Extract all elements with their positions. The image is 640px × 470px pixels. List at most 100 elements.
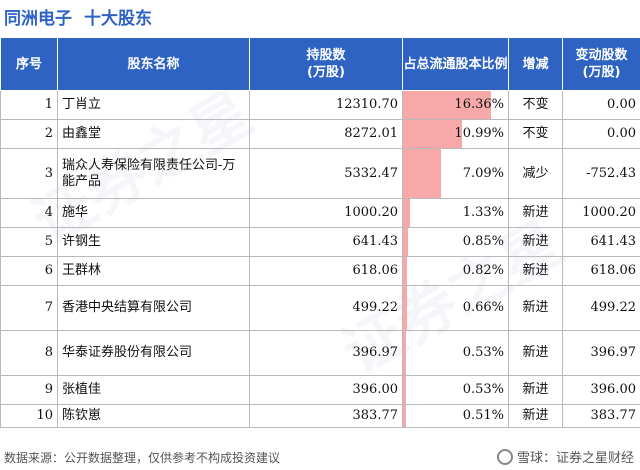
shareholder-name: 张植佳 (57, 375, 250, 405)
ratio-cell: 0.82% (402, 256, 509, 286)
ratio-cell: 0.66% (402, 285, 509, 331)
header-change-shares: 变动股数 (万股) (562, 37, 640, 91)
shareholder-name: 丁肖立 (57, 90, 250, 120)
change-shares: 396.00 (562, 375, 640, 405)
ratio-cell: 7.09% (402, 148, 509, 199)
shares-held: 396.00 (249, 375, 403, 405)
change-status: 不变 (508, 119, 563, 149)
change-shares: 383.77 (562, 404, 640, 428)
shares-held: 618.06 (249, 256, 403, 286)
ratio-value: 0.66% (462, 300, 504, 315)
change-status: 新进 (508, 404, 563, 428)
table-row: 5 许钢生 641.43 0.85% 新进 641.43 (0, 227, 640, 257)
change-status: 新进 (508, 285, 563, 331)
change-shares: 0.00 (562, 90, 640, 120)
ratio-value: 10.99% (454, 126, 504, 141)
change-status: 新进 (508, 375, 563, 405)
brand-label: 雪球：证券之星财经 (516, 451, 634, 466)
ratio-cell: 1.33% (402, 198, 509, 228)
table-row: 10 陈钦崽 383.77 0.51% 新进 383.77 (0, 404, 640, 428)
row-index: 4 (0, 198, 58, 228)
company-name: 同洲电子 (4, 9, 72, 29)
ratio-bar (403, 286, 407, 330)
table-header-row: 序号 股东名称 持股数 (万股) 占总流通股本比例 增减 变动股数 (万股) (0, 37, 640, 91)
ratio-cell: 0.51% (402, 404, 509, 428)
shareholder-name: 瑞众人寿保险有限责任公司-万能产品 (57, 148, 250, 199)
row-index: 1 (0, 90, 58, 120)
header-index: 序号 (0, 37, 58, 91)
shareholder-name: 施华 (57, 198, 250, 228)
change-status: 新进 (508, 330, 563, 376)
change-shares: 1000.20 (562, 198, 640, 228)
shares-held: 499.22 (249, 285, 403, 331)
table-row: 6 王群林 618.06 0.82% 新进 618.06 (0, 256, 640, 286)
shareholder-name: 华泰证券股份有限公司 (57, 330, 250, 376)
shareholder-name: 王群林 (57, 256, 250, 286)
ratio-bar (403, 91, 491, 119)
header-change: 增减 (508, 37, 563, 91)
change-shares: 396.97 (562, 330, 640, 376)
table-row: 3 瑞众人寿保险有限责任公司-万能产品 5332.47 7.09% 减少 -752.43 (0, 148, 640, 199)
row-index: 6 (0, 256, 58, 286)
change-status: 新进 (508, 227, 563, 257)
ratio-cell: 16.36% (402, 90, 509, 120)
shareholder-table: 序号 股东名称 持股数 (万股) 占总流通股本比例 增减 变动股数 (万股) 1… (0, 37, 640, 428)
row-index: 3 (0, 148, 58, 199)
row-index: 5 (0, 227, 58, 257)
table-row: 1 丁肖立 12310.70 16.36% 不变 0.00 (0, 90, 640, 120)
row-index: 2 (0, 119, 58, 149)
ratio-bar (403, 331, 406, 375)
shares-held: 5332.47 (249, 148, 403, 199)
ratio-value: 0.85% (462, 234, 504, 249)
data-source-note: 数据来源：公开数据整理，仅供参考不构成投资建议 (4, 451, 281, 465)
table-row: 7 香港中央结算有限公司 499.22 0.66% 新进 499.22 (0, 285, 640, 331)
ratio-bar (403, 257, 407, 285)
row-index: 10 (0, 404, 58, 428)
shareholder-name: 陈钦崽 (57, 404, 250, 428)
ratio-value: 0.53% (462, 382, 504, 397)
page-title: 同洲电子 十大股东 (4, 4, 152, 29)
table-row: 9 张植佳 396.00 0.53% 新进 396.00 (0, 375, 640, 405)
ratio-bar (403, 120, 462, 148)
change-status: 减少 (508, 148, 563, 199)
shares-held: 8272.01 (249, 119, 403, 149)
change-status: 不变 (508, 90, 563, 120)
ratio-value: 0.53% (462, 345, 504, 360)
shareholder-name: 许钢生 (57, 227, 250, 257)
shares-held: 641.43 (249, 227, 403, 257)
row-index: 9 (0, 375, 58, 405)
change-status: 新进 (508, 198, 563, 228)
ratio-value: 7.09% (462, 165, 504, 181)
change-shares: 0.00 (562, 119, 640, 149)
row-index: 8 (0, 330, 58, 376)
ratio-value: 0.82% (462, 263, 504, 278)
table-row: 4 施华 1000.20 1.33% 新进 1000.20 (0, 198, 640, 228)
table-row: 8 华泰证券股份有限公司 396.97 0.53% 新进 396.97 (0, 330, 640, 376)
shares-held: 396.97 (249, 330, 403, 376)
change-shares: -752.43 (562, 148, 640, 199)
shares-held: 1000.20 (249, 198, 403, 228)
ratio-cell: 0.85% (402, 227, 509, 257)
shareholder-name: 由鑫堂 (57, 119, 250, 149)
page-subtitle: 十大股东 (84, 9, 152, 29)
shares-held: 383.77 (249, 404, 403, 428)
shareholder-name: 香港中央结算有限公司 (57, 285, 250, 331)
ratio-bar (403, 199, 410, 227)
ratio-value: 0.51% (462, 408, 504, 423)
header-shares: 持股数 (万股) (249, 37, 403, 91)
header-name: 股东名称 (57, 37, 250, 91)
ratio-bar (403, 149, 441, 198)
change-shares: 618.06 (562, 256, 640, 286)
ratio-cell: 10.99% (402, 119, 509, 149)
ratio-value: 16.36% (454, 97, 504, 112)
ratio-value: 1.33% (462, 205, 504, 220)
ratio-bar (403, 405, 406, 427)
brand: 雪球：证券之星财经 (496, 447, 634, 466)
ratio-cell: 0.53% (402, 375, 509, 405)
ratio-cell: 0.53% (402, 330, 509, 376)
shares-held: 12310.70 (249, 90, 403, 120)
table-row: 2 由鑫堂 8272.01 10.99% 不变 0.00 (0, 119, 640, 149)
row-index: 7 (0, 285, 58, 331)
ratio-bar (403, 376, 406, 404)
change-shares: 499.22 (562, 285, 640, 331)
